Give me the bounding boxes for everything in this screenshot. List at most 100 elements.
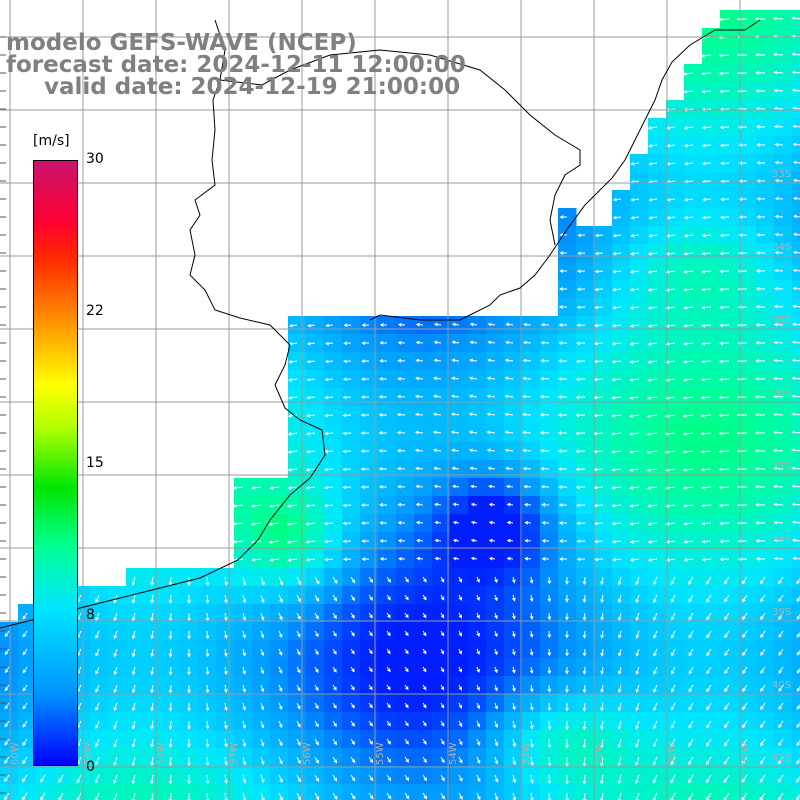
wind-arrow: [470, 484, 478, 489]
wind-speed-cell: [756, 100, 775, 119]
wind-speed-cell: [594, 514, 613, 533]
wind-speed-cell: [648, 316, 667, 335]
wind-speed-cell: [324, 442, 343, 461]
wind-arrow: [760, 666, 766, 674]
wind-arrow: [646, 414, 658, 418]
wind-arrow: [504, 394, 514, 399]
wind-speed-cell: [342, 478, 361, 497]
wind-speed-cell: [756, 406, 775, 425]
wind-arrow: [505, 466, 514, 471]
wind-arrow: [242, 774, 247, 784]
wind-arrow: [476, 576, 480, 583]
wind-arrow: [558, 359, 568, 363]
wind-speed-cell: [630, 208, 649, 227]
wind-speed-cell: [684, 82, 703, 101]
wind-arrow: [653, 720, 658, 730]
wind-speed-cell: [792, 388, 800, 407]
wind-speed-cell: [522, 496, 541, 515]
wind-arrow: [187, 720, 191, 730]
wind-speed-cell: [612, 208, 631, 227]
wind-speed-cell: [468, 424, 487, 443]
wind-arrow: [360, 467, 370, 471]
wind-speed-cell: [648, 190, 667, 209]
wind-arrow: [22, 648, 28, 656]
wind-arrow: [772, 466, 784, 471]
wind-arrow: [434, 520, 442, 525]
wind-arrow: [665, 288, 676, 292]
wind-arrow: [773, 520, 784, 525]
wind-arrow: [648, 161, 658, 166]
wind-arrow: [494, 666, 498, 674]
wind-arrow: [343, 557, 352, 562]
wind-arrow: [260, 738, 265, 747]
wind-arrow: [386, 684, 391, 691]
wind-arrow: [131, 648, 136, 658]
wind-arrow: [582, 684, 587, 694]
wind-arrow: [599, 756, 604, 767]
wind-arrow: [647, 306, 658, 310]
wind-arrow: [646, 486, 658, 490]
wind-arrow: [653, 648, 658, 657]
wind-speed-cell: [468, 442, 487, 461]
wind-arrow: [187, 756, 191, 767]
wind-speed-cell: [396, 496, 415, 515]
wind-speed-cell: [774, 550, 793, 569]
wind-arrow: [205, 774, 210, 785]
wind-speed-cell: [414, 496, 433, 515]
wind-speed-cell: [630, 532, 649, 551]
wind-speed-cell: [702, 226, 721, 245]
wind-arrow: [724, 630, 730, 639]
wind-arrow: [278, 774, 283, 783]
wind-arrow: [700, 467, 712, 472]
wind-speed-cell: [738, 244, 757, 263]
wind-arrow: [742, 702, 748, 711]
wind-speed-cell: [792, 658, 800, 677]
wind-speed-cell: [720, 316, 739, 335]
wind-speed-cell: [684, 100, 703, 119]
forecast-date-title: forecast date: 2024-12-11 12:00:00: [6, 52, 466, 78]
wind-arrow: [759, 738, 766, 747]
wind-arrow: [512, 630, 516, 638]
wind-speed-cell: [702, 406, 721, 425]
wind-speed-cell: [414, 316, 433, 335]
wind-arrow: [476, 612, 480, 619]
wind-speed-cell: [630, 334, 649, 353]
wind-speed-cell: [774, 226, 793, 245]
wind-arrow: [451, 466, 460, 471]
wind-arrow: [522, 340, 532, 345]
wind-speed-cell: [486, 334, 505, 353]
wind-arrow: [404, 792, 410, 800]
wind-arrow: [314, 702, 319, 710]
wind-speed-cell: [378, 496, 397, 515]
wind-speed-cell: [540, 532, 559, 551]
wind-arrow: [617, 684, 622, 694]
wind-speed-cell: [756, 172, 775, 191]
wind-speed-cell: [486, 784, 505, 800]
wind-arrow: [652, 738, 658, 748]
wind-arrow: [724, 720, 730, 729]
wind-arrow: [494, 720, 499, 729]
wind-arrow: [452, 538, 460, 543]
wind-speed-cell: [756, 424, 775, 443]
wind-arrow: [397, 556, 406, 561]
wind-arrow: [796, 739, 800, 747]
wind-arrow: [760, 720, 766, 729]
wind-speed-cell: [792, 352, 800, 371]
wind-speed-cell: [666, 388, 685, 407]
wind-arrow: [670, 702, 676, 711]
wind-arrow: [565, 666, 569, 675]
wind-speed-cell: [252, 532, 271, 551]
wind-speed-cell: [378, 442, 397, 461]
wind-speed-cell: [432, 514, 451, 533]
wind-speed-cell: [648, 208, 667, 227]
wind-speed-cell: [72, 784, 91, 800]
wind-arrow: [701, 125, 712, 130]
wind-speed-cell: [648, 496, 667, 515]
wind-speed-cell: [738, 262, 757, 281]
wind-speed-cell: [324, 784, 343, 800]
wind-arrow: [612, 287, 622, 292]
wind-arrow: [647, 252, 658, 256]
wind-speed-cell: [450, 442, 469, 461]
wind-arrow: [700, 287, 712, 292]
wind-arrow: [688, 612, 694, 621]
